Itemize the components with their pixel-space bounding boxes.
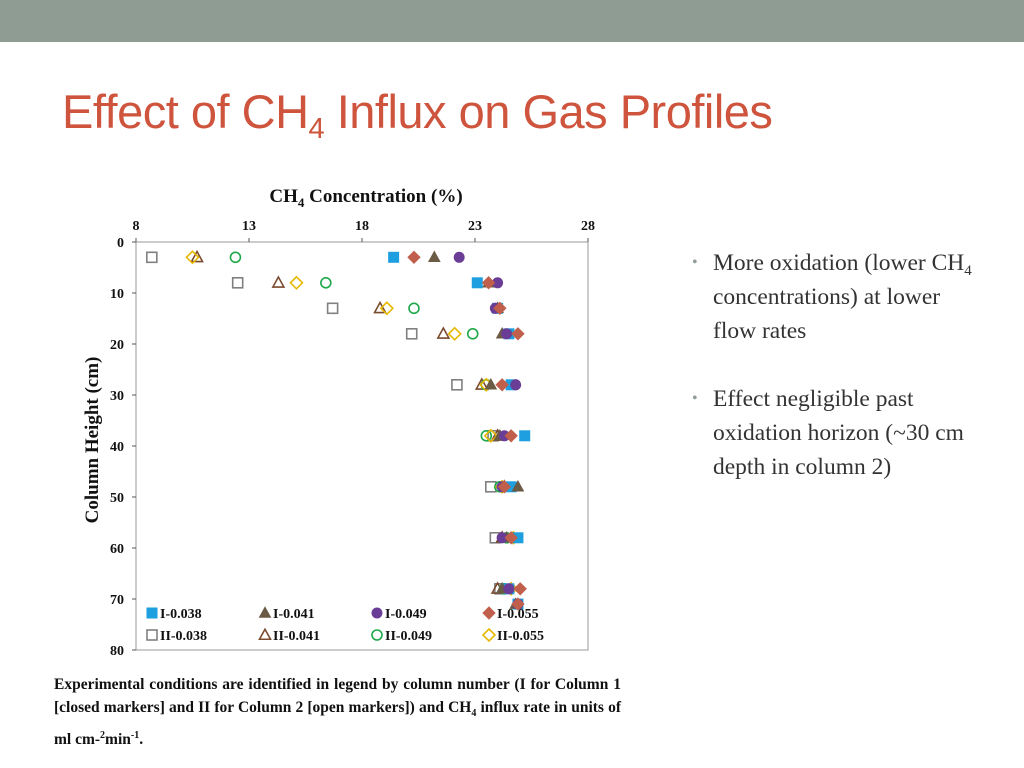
x-tick-label: 28 (581, 219, 595, 234)
point-ii-0-038 (326, 302, 339, 315)
point-i-0-049 (501, 328, 513, 340)
point-i-0-049 (510, 379, 522, 391)
point-i-0-038 (388, 251, 400, 263)
point-i-0-049 (503, 583, 515, 595)
legend-ii-0-038-label: II-0.038 (160, 629, 207, 644)
caption-superscript-2: -1 (130, 730, 140, 742)
point-i-0-041 (484, 378, 498, 390)
point-i-0-055 (511, 327, 525, 341)
point-ii-0-038 (451, 379, 463, 391)
point-ii-0-049 (408, 302, 420, 315)
y-axis-title: Column Height (cm) (82, 357, 103, 524)
x-tick-label: 8 (133, 219, 140, 234)
point-ii-0-041 (373, 300, 387, 314)
legend-ii-0-055-label: II-0.055 (497, 629, 544, 644)
legend-ii-0-038-marker (146, 629, 158, 641)
legend-i-0-055-label: I-0.055 (497, 607, 539, 622)
slide-title-subscript: 4 (308, 113, 325, 145)
y-tick-label: 0 (117, 236, 124, 251)
y-tick-label: 30 (110, 389, 124, 404)
point-i-0-055 (493, 301, 507, 316)
y-tick-label: 80 (110, 644, 124, 659)
bullet-dot-icon: • (692, 390, 698, 407)
chart-svg: 8 13 18 23 28 0 10 20 30 40 50 60 70 80 CH4 Concentrat… (82, 186, 595, 659)
point-ii-0-049 (320, 277, 332, 289)
point-i-0-041 (427, 250, 441, 263)
point-ii-0-038 (405, 328, 418, 340)
caption-part-1: Experimental conditions are identified i… (54, 676, 621, 716)
y-tick-label: 40 (110, 440, 124, 455)
point-i-0-038 (519, 430, 531, 442)
legend-ii-0-049-marker (371, 629, 383, 641)
caption-subscript: 4 (471, 707, 477, 719)
x-tick-label: 23 (468, 219, 482, 234)
point-i-0-038 (471, 277, 483, 289)
point-ii-0-041 (190, 249, 204, 263)
legend-i-0-038-label: I-0.038 (160, 607, 202, 622)
bullet-item-2: • Effect negligible past oxidation horizo… (688, 382, 988, 484)
slide-title: Effect of CH4 Influx on Gas Profiles (62, 84, 773, 146)
legend-ii-0-055-marker (481, 627, 497, 643)
figure-caption: Experimental conditions are identified i… (54, 674, 621, 752)
legend-ii-0-041-marker (258, 627, 272, 641)
top-banner (0, 0, 1024, 42)
x-tick-label: 18 (355, 219, 369, 234)
point-ii-0-055 (379, 301, 394, 316)
caption-part-2: influx rate in units of ml cm- (54, 698, 621, 749)
legend-i-0-049-label: I-0.049 (385, 607, 427, 622)
y-tick-label: 10 (110, 287, 124, 302)
point-ii-0-038 (231, 277, 244, 289)
bullet-1-text-end: concentrations) at lower flow rates (713, 284, 941, 344)
point-i-0-055 (495, 378, 509, 392)
x-axis-title: CH4 Concentration (%) (269, 186, 462, 210)
point-ii-0-041 (271, 275, 286, 288)
slide-title-main: Effect of CH (62, 85, 309, 138)
point-i-0-049 (453, 251, 465, 263)
caption-superscript-1: 2 (100, 730, 106, 742)
bullet-list: • More oxidation (lower CH4 concentration… (688, 246, 988, 518)
y-tick-label: 50 (110, 491, 124, 506)
point-i-0-055 (504, 429, 518, 443)
bullet-1-text: More oxidation (lower CH (713, 250, 965, 276)
point-i-0-055 (513, 582, 527, 596)
x-tick-label: 13 (242, 219, 256, 234)
caption-part-4: . (139, 731, 144, 749)
point-i-0-055 (407, 250, 421, 265)
point-i-0-041 (511, 480, 525, 492)
point-i-0-055 (511, 597, 525, 611)
point-i-0-055 (504, 531, 518, 545)
point-i-0-055 (497, 480, 512, 494)
legend-i-0-049-marker (371, 607, 383, 619)
bullet-item-1: • More oxidation (lower CH4 concentration… (688, 246, 988, 348)
point-ii-0-049 (480, 430, 493, 442)
y-tick-label: 70 (110, 593, 124, 608)
legend-i-0-041-marker (258, 606, 272, 618)
point-ii-0-049 (466, 328, 479, 340)
point-ii-0-041 (474, 377, 489, 390)
bullet-1-subscript: 4 (964, 263, 972, 279)
legend-ii-0-041-label: II-0.041 (273, 629, 320, 644)
point-ii-0-055 (483, 428, 498, 443)
caption-part-3: min (105, 731, 131, 749)
point-ii-0-038 (146, 251, 158, 264)
legend-i-0-055-marker (482, 606, 496, 620)
chart: 8 13 18 23 28 0 10 20 30 40 50 60 70 80 CH4 Concentrat… (40, 180, 640, 670)
legend-ii-0-049-label: II-0.049 (385, 629, 432, 644)
legend-i-0-041-label: I-0.041 (273, 607, 315, 622)
point-ii-0-055 (289, 275, 304, 290)
point-ii-0-049 (229, 251, 242, 264)
bullet-dot-icon: • (692, 254, 698, 271)
slide-title-rest: Influx on Gas Profiles (324, 85, 773, 138)
y-tick-label: 20 (110, 338, 124, 353)
point-i-0-055 (481, 276, 496, 290)
legend-i-0-038-marker (146, 607, 158, 619)
point-ii-0-055 (447, 326, 462, 341)
point-ii-0-041 (436, 326, 451, 339)
point-ii-0-055 (185, 250, 200, 265)
y-tick-label: 60 (110, 542, 124, 557)
bullet-2-text: Effect negligible past oxidation horizon… (713, 386, 964, 480)
